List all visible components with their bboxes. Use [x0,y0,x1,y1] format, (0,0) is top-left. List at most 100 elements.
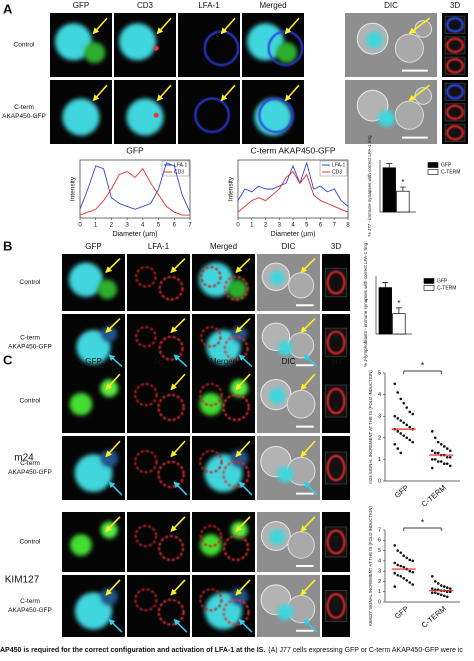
data-point [402,565,406,569]
micrograph [257,575,320,637]
x-tick-label: C-TERM [420,483,448,509]
cell [231,325,248,342]
legend-label: LFA-1 [332,162,346,168]
stack-signal [446,84,464,100]
arrow [105,579,121,596]
micrograph [192,314,255,371]
group-label: m24 [14,453,34,464]
y-tick-label: 2 [378,579,381,585]
x-tick-label: 4 [141,223,145,229]
data-point [402,421,406,424]
y-tick-label: 6 [378,538,381,544]
column-header: DIC [282,242,296,251]
cell [100,379,119,398]
micrograph [322,369,350,433]
cell [199,382,223,407]
arrow [220,84,236,102]
stack-signal [446,17,464,33]
micrograph [257,436,320,500]
micrograph [257,314,320,371]
row-label: C-term [20,335,40,342]
arrow [170,516,186,532]
cell [199,588,223,612]
arrow [238,481,253,496]
data-point [436,592,440,596]
legend-swatch [423,278,435,284]
data-point [411,570,415,574]
legend-swatch [427,162,439,168]
cell [69,392,93,416]
data-point [445,447,449,450]
arrow [235,579,251,596]
data-point [430,466,434,470]
arrow [173,618,188,633]
caption-bold: AP450 is required for the correct config… [0,647,265,654]
data-point [445,586,449,589]
cell [277,604,294,621]
arrow [408,84,431,102]
micrograph [50,80,112,144]
cell [135,266,157,288]
data-point [399,419,403,422]
error-bar [399,186,406,192]
y-axis-label: Intensity [228,176,235,201]
micrograph [192,369,255,433]
column-header: GFP [73,1,89,10]
data-point [405,556,409,560]
x-tick-label: 2 [264,223,268,229]
arrow [220,17,236,35]
cell [223,535,250,561]
y-tick-label: 5 [378,370,381,376]
x-tick-label: 3 [125,223,129,229]
y-axis-label: m24 SIGNAL INCREMENT AT THE IS (FOLD IND… [368,370,373,484]
cell [100,521,118,539]
micrograph [62,254,125,311]
row-label: AKAP450-GFP [8,469,52,476]
micrograph [322,254,350,311]
data-point [396,417,400,420]
x-tick-label: 0 [78,223,82,229]
error-bar [395,307,402,314]
cell [366,31,383,49]
micrograph [257,512,320,572]
data-point [439,460,443,463]
data-point [393,561,397,565]
legend-box [161,160,190,177]
data-point [396,549,400,552]
stack-signal [446,37,464,53]
micrograph [62,575,125,637]
y-tick-label: 1 [378,589,381,595]
legend-label: LFA-1 [174,162,188,168]
data-point [399,451,403,455]
data-point [399,432,403,435]
significance: * [397,299,400,308]
micrograph [127,512,190,572]
micrograph [442,13,468,77]
cell [222,598,250,626]
data-point [436,582,440,585]
data-point [405,423,409,427]
column-header: LFA-1 [198,1,220,10]
x-tick-label: GFP [393,604,411,621]
legend-swatch [423,285,435,291]
x-tick-label: 5 [157,223,161,229]
data-point [439,584,443,587]
significance: * [401,178,404,187]
arrow [235,440,251,458]
cell [126,98,164,136]
cell [153,45,159,51]
micrograph [192,436,255,500]
data-point [396,447,400,450]
arrow [108,618,123,633]
stack-signal [326,529,346,555]
cell [194,97,230,133]
x-tick-label: 7 [188,223,192,229]
cell [223,335,249,361]
y-tick-label: 0 [378,599,381,605]
panel-letter: B [3,238,12,253]
chart-title: C-term AKAP450-GFP [250,145,335,155]
x-tick-label: 3 [278,223,282,229]
cell [200,266,222,288]
